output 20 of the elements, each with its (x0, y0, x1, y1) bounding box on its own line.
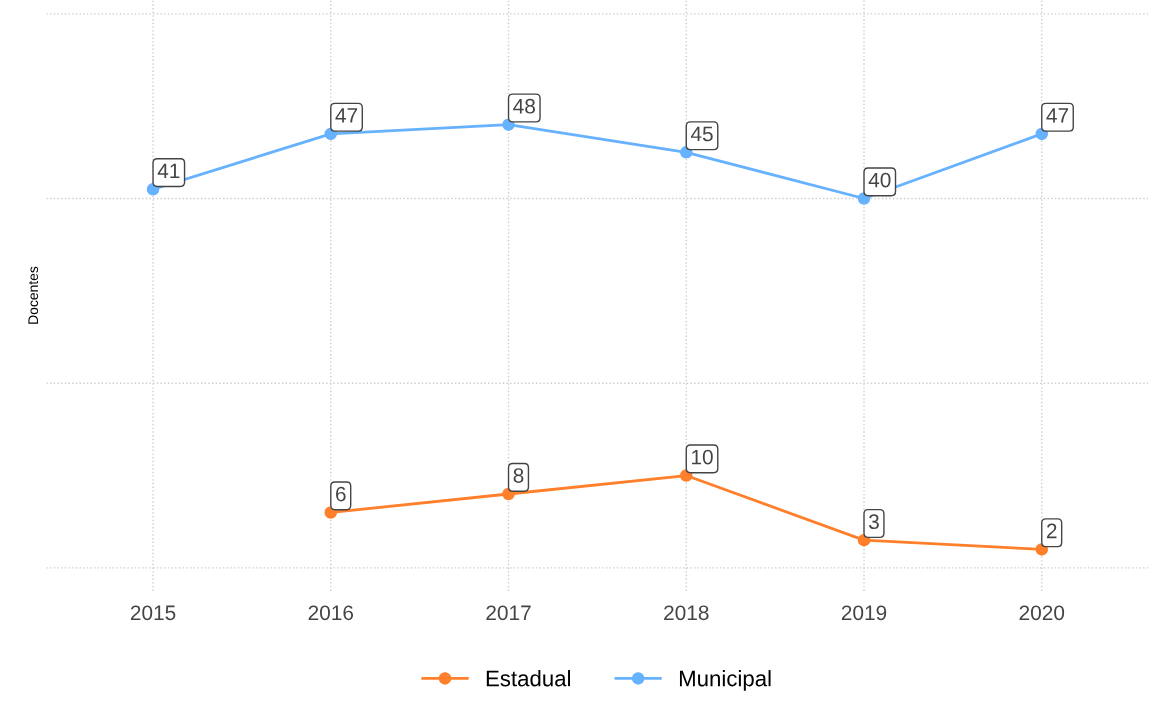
x-tick-label: 2018 (664, 605, 709, 621)
data-label: 8 (513, 468, 524, 483)
x-tick-label: 2016 (308, 605, 354, 621)
legend-label: Estadual (486, 670, 570, 687)
y-axis-title: Docentes (28, 266, 39, 324)
x-tick-label: 2019 (841, 605, 887, 621)
legend-label: Municipal (679, 670, 771, 691)
data-label: 47 (335, 108, 358, 123)
data-label: 3 (868, 514, 879, 530)
data-label: 10 (692, 449, 713, 465)
x-tick-label: 2015 (130, 605, 176, 621)
data-label: 45 (690, 126, 713, 142)
data-label: 6 (336, 486, 346, 502)
data-label: 47 (1046, 108, 1069, 123)
data-label: 2 (1046, 523, 1057, 539)
data-label: 41 (157, 163, 180, 179)
x-tick-label: 2017 (486, 605, 531, 621)
data-label: 40 (868, 172, 891, 188)
x-tick-label: 2020 (1019, 605, 1065, 621)
data-label: 48 (513, 98, 535, 114)
